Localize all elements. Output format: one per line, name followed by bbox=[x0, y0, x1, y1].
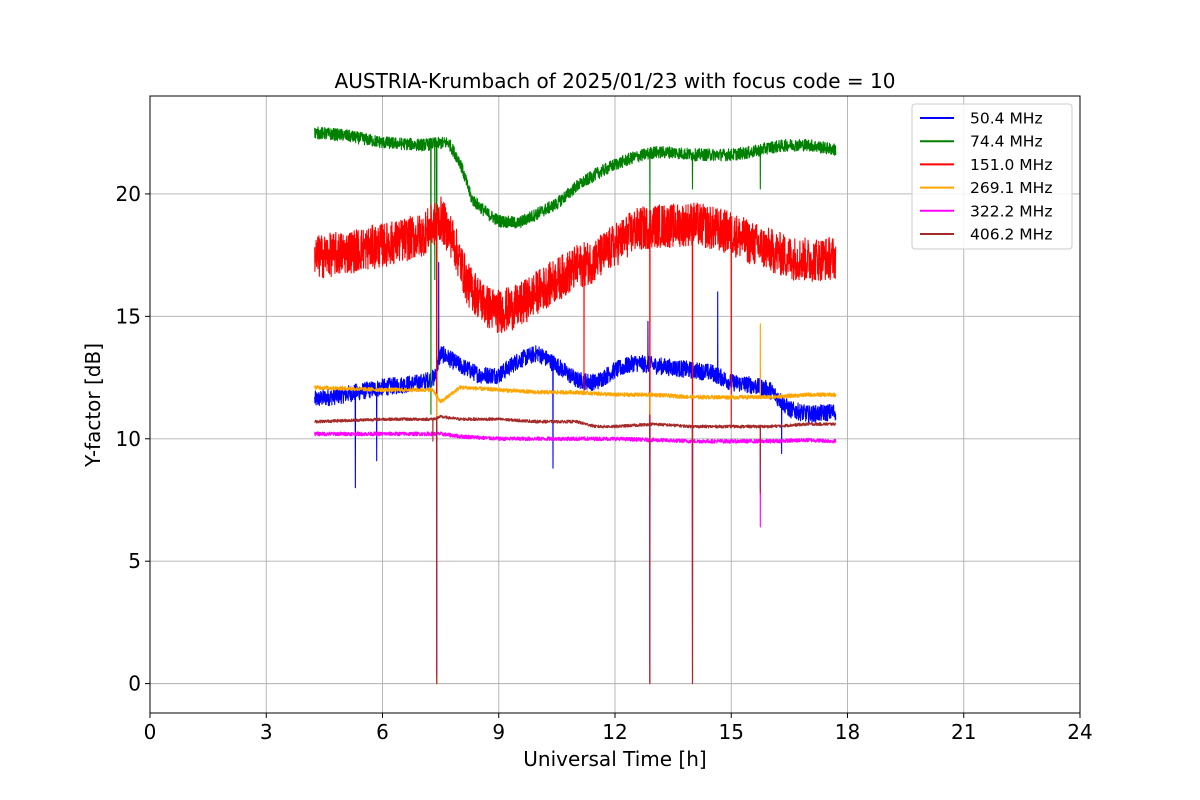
series-line-4 bbox=[314, 323, 837, 685]
x-tick-label: 24 bbox=[1067, 720, 1092, 744]
x-tick-label: 12 bbox=[602, 720, 627, 744]
x-tick-label: 21 bbox=[951, 720, 976, 744]
axis-ticks: 0 3 6 9 12 15 18 21 24 0 5 10 15 20 bbox=[116, 182, 1093, 744]
legend-label: 50.4 MHz bbox=[970, 110, 1043, 128]
y-tick-label: 15 bbox=[116, 304, 141, 328]
y-tick-label: 5 bbox=[128, 549, 141, 573]
chart-title: AUSTRIA-Krumbach of 2025/01/23 with focu… bbox=[335, 69, 896, 93]
x-tick-label: 18 bbox=[835, 720, 860, 744]
legend: 50.4 MHz 74.4 MHz 151.0 MHz 269.1 MHz 322.2… bbox=[911, 103, 1073, 250]
series-line-3 bbox=[314, 196, 837, 685]
y-tick-label: 0 bbox=[128, 672, 141, 696]
legend-label: 406.2 MHz bbox=[970, 226, 1052, 244]
legend-label: 269.1 MHz bbox=[970, 179, 1052, 197]
x-tick-label: 3 bbox=[260, 720, 273, 744]
x-tick-label: 15 bbox=[719, 720, 744, 744]
legend-label: 74.4 MHz bbox=[970, 133, 1043, 151]
x-tick-label: 9 bbox=[492, 720, 505, 744]
legend-label: 322.2 MHz bbox=[970, 202, 1052, 220]
legend-label: 151.0 MHz bbox=[970, 156, 1052, 174]
x-axis-label: Universal Time [h] bbox=[523, 747, 706, 771]
x-tick-label: 0 bbox=[144, 720, 157, 744]
plot-series bbox=[314, 126, 837, 685]
y-axis-label: Y-factor [dB] bbox=[81, 343, 105, 468]
series-line-5 bbox=[314, 431, 837, 685]
y-tick-label: 20 bbox=[116, 182, 141, 206]
y-tick-label: 10 bbox=[116, 427, 141, 451]
series-line-6 bbox=[314, 414, 837, 685]
series-line-1 bbox=[314, 261, 837, 685]
x-tick-label: 6 bbox=[376, 720, 389, 744]
series-line-2 bbox=[314, 126, 837, 415]
